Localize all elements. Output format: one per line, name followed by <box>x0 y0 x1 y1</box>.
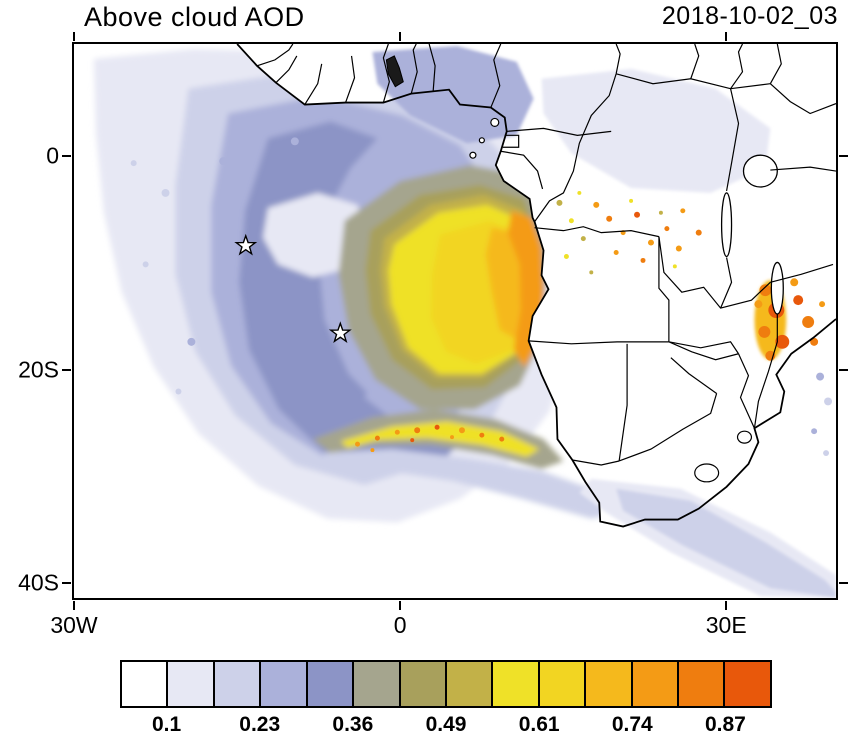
y-axis-tick <box>839 155 848 158</box>
colorbar-tick-label: 0.49 <box>425 713 467 736</box>
colorbar-cell <box>400 662 447 706</box>
colorbar <box>120 660 772 708</box>
colorbar-tick-label: 0.74 <box>611 713 653 736</box>
x-axis-label: 30W <box>50 612 98 638</box>
colorbar-cell <box>632 662 680 706</box>
x-axis-tick <box>73 601 75 610</box>
island <box>469 151 477 159</box>
country-borders <box>256 44 836 483</box>
plot-date: 2018-10-02_03 <box>661 2 838 30</box>
x-axis-tick <box>73 32 75 41</box>
map-canvas <box>93 44 836 598</box>
colorbar-cell <box>446 662 494 706</box>
colorbar-cell <box>539 662 587 706</box>
colorbar-cell <box>122 662 169 706</box>
colorbar-cell <box>261 662 308 706</box>
lake <box>742 154 778 188</box>
colorbar-cell <box>168 662 215 706</box>
station-star-marker <box>234 233 258 256</box>
colorbar-cell <box>586 662 633 706</box>
colorbar-cell <box>679 662 726 706</box>
x-axis-tick <box>399 32 402 41</box>
y-axis-label: 0 <box>46 142 59 169</box>
x-axis-label: 0 <box>393 612 407 638</box>
y-axis-tick <box>839 582 848 585</box>
map-plot: 30W 0 30E 0 20S 40S <box>18 32 848 638</box>
colorbar-tick-label: 0.36 <box>332 713 374 736</box>
aod-speckles <box>130 137 833 457</box>
lake <box>770 261 784 315</box>
colorbar-cell <box>725 662 770 706</box>
x-axis-tick <box>725 601 728 610</box>
colorbar-tick-label: 0.23 <box>239 713 281 736</box>
y-axis-tick <box>839 368 848 371</box>
colorbar-cell <box>214 662 262 706</box>
plot-title: Above cloud AOD <box>84 2 305 32</box>
aod-field-ocean <box>93 48 632 523</box>
lake <box>385 55 404 88</box>
colorbar-cell <box>307 662 355 706</box>
x-axis-tick <box>399 601 402 610</box>
island <box>490 117 500 128</box>
y-axis-label: 40S <box>18 569 59 596</box>
y-axis-label: 20S <box>18 356 59 383</box>
colorbar-tick-label: 0.1 <box>151 713 182 736</box>
island <box>478 137 485 144</box>
colorbar-tick-label: 0.61 <box>518 713 560 736</box>
coastline <box>236 44 836 528</box>
y-axis-tick <box>62 155 71 158</box>
colorbar-cell <box>493 662 540 706</box>
colorbar-labels: 0.1 0.23 0.36 0.49 0.61 0.74 0.87 <box>120 713 772 741</box>
colorbar-tick-label: 0.87 <box>704 713 746 736</box>
lake <box>720 192 733 258</box>
station-star-marker <box>328 321 352 344</box>
colorbar-cell <box>354 662 401 706</box>
x-axis-tick <box>725 32 728 41</box>
y-axis-tick <box>62 368 71 371</box>
y-axis-tick <box>62 582 71 585</box>
x-axis-label: 30E <box>705 612 747 638</box>
